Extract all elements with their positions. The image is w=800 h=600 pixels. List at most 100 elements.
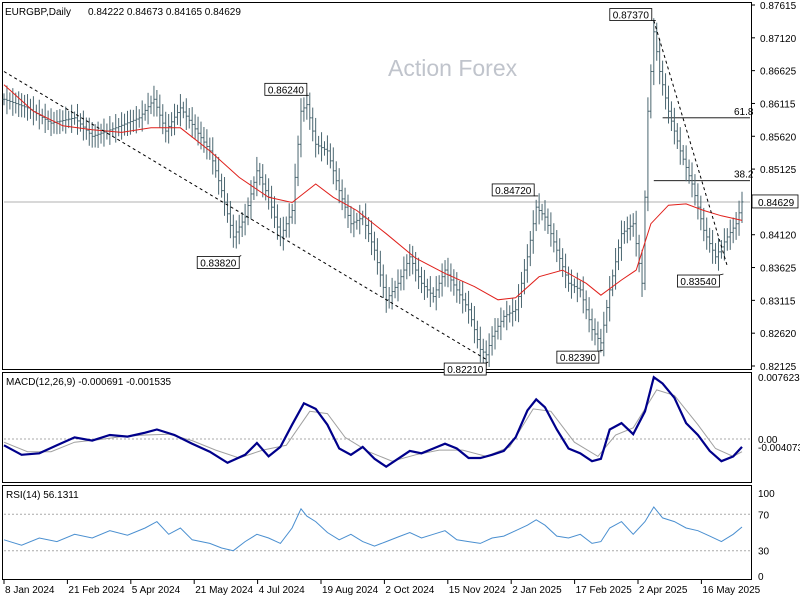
price-bar bbox=[634, 210, 638, 257]
price-bar bbox=[187, 107, 191, 129]
x-axis-label: 17 Feb 2025 bbox=[576, 585, 633, 596]
x-axis-label: 15 Nov 2024 bbox=[449, 585, 506, 596]
price-bar bbox=[328, 143, 332, 169]
price-level-label: 0.82390 bbox=[556, 349, 603, 364]
price-bar bbox=[287, 203, 291, 238]
price-bar bbox=[464, 292, 468, 312]
price-bar bbox=[458, 280, 462, 304]
price-bars bbox=[2, 18, 744, 367]
price-bar bbox=[581, 276, 585, 314]
price-bar bbox=[473, 306, 476, 344]
price-bar bbox=[667, 85, 670, 124]
price-bar bbox=[267, 178, 271, 210]
price-bar bbox=[199, 121, 203, 150]
price-level-text: 0.87370 bbox=[613, 11, 650, 22]
price-bar bbox=[531, 210, 535, 254]
price-bar bbox=[8, 92, 12, 110]
price-bar bbox=[649, 64, 653, 119]
price-bar bbox=[14, 92, 18, 114]
price-bar bbox=[617, 239, 620, 271]
price-bar bbox=[273, 196, 276, 229]
price-bar bbox=[417, 257, 420, 290]
price-bar bbox=[131, 109, 135, 132]
macd-axis-label: 0.007623 bbox=[758, 373, 800, 384]
price-bar bbox=[311, 107, 315, 142]
x-axis-label: 2 Jan 2025 bbox=[512, 585, 562, 596]
price-bar bbox=[196, 116, 200, 146]
price-bar bbox=[190, 107, 194, 138]
price-bar bbox=[690, 162, 694, 198]
x-axis-label: 2 Oct 2024 bbox=[385, 585, 434, 596]
price-bar bbox=[352, 208, 356, 238]
price-bar bbox=[278, 217, 282, 247]
price-bar bbox=[608, 276, 612, 322]
price-bar bbox=[181, 101, 185, 119]
price-level-text: 0.82210 bbox=[447, 365, 484, 376]
price-bar bbox=[428, 276, 432, 308]
price-bar bbox=[308, 92, 312, 130]
price-level-label: 0.83540 bbox=[677, 273, 724, 288]
trendline bbox=[3, 71, 487, 360]
price-bar bbox=[317, 135, 321, 155]
price-bar bbox=[440, 263, 444, 297]
price-bar bbox=[537, 193, 541, 225]
price-axis-label: 0.85620 bbox=[760, 132, 797, 143]
price-bar bbox=[575, 272, 579, 303]
x-axis-label: 2 Apr 2025 bbox=[639, 585, 688, 596]
price-bar bbox=[717, 237, 720, 271]
watermark: Action Forex bbox=[388, 55, 518, 81]
price-axis-label: 0.86115 bbox=[760, 99, 796, 110]
price-bar bbox=[546, 208, 550, 234]
price-bar bbox=[705, 217, 709, 250]
price-bar bbox=[740, 191, 744, 223]
ohlc-values: 0.84222 0.84673 0.84165 0.84629 bbox=[88, 7, 241, 18]
price-panel-frame bbox=[2, 2, 752, 370]
price-bar bbox=[243, 203, 247, 236]
price-bar bbox=[540, 203, 544, 221]
price-bar bbox=[455, 272, 459, 303]
price-bar bbox=[672, 107, 676, 145]
x-axis-label: 5 Apr 2024 bbox=[132, 585, 181, 596]
x-axis-label: 16 May 2025 bbox=[702, 585, 760, 596]
price-bar bbox=[514, 300, 518, 322]
price-bar bbox=[49, 108, 53, 137]
price-axis-label: 0.87615 bbox=[760, 1, 797, 12]
price-bar bbox=[425, 278, 429, 298]
price-level-box bbox=[491, 183, 535, 197]
x-axis-label: 21 Feb 2024 bbox=[68, 585, 125, 596]
price-level-box bbox=[677, 274, 720, 288]
price-bar bbox=[528, 230, 532, 267]
price-bar bbox=[64, 106, 68, 134]
price-bar bbox=[490, 326, 494, 356]
price-bar bbox=[384, 274, 388, 313]
price-bar bbox=[167, 114, 171, 144]
indicator-lines bbox=[3, 20, 743, 552]
price-bar bbox=[217, 156, 221, 195]
macd-signal-line bbox=[3, 389, 743, 462]
price-bar bbox=[370, 220, 373, 256]
price-bar bbox=[149, 95, 153, 115]
price-bar bbox=[593, 318, 597, 346]
price-bar bbox=[496, 318, 500, 340]
price-bar bbox=[461, 281, 465, 314]
price-bar bbox=[81, 110, 85, 141]
price-bar bbox=[420, 266, 423, 294]
price-bar bbox=[449, 263, 453, 292]
price-bar bbox=[320, 132, 323, 162]
price-bar bbox=[517, 284, 520, 323]
price-bar bbox=[276, 204, 279, 240]
rsi-axis-label: 0 bbox=[758, 572, 764, 583]
reference-lines: 61.8 38.2 bbox=[4, 107, 754, 552]
price-bar bbox=[146, 92, 150, 125]
price-bar bbox=[387, 286, 391, 309]
price-bar bbox=[346, 194, 350, 229]
price-level-leader bbox=[239, 255, 242, 257]
price-bar bbox=[399, 269, 403, 291]
price-bar bbox=[5, 85, 9, 115]
price-level-leader bbox=[486, 361, 489, 364]
price-bar bbox=[573, 278, 576, 294]
price-bar bbox=[73, 111, 76, 125]
price-bar bbox=[611, 269, 615, 297]
price-bar bbox=[134, 106, 138, 134]
